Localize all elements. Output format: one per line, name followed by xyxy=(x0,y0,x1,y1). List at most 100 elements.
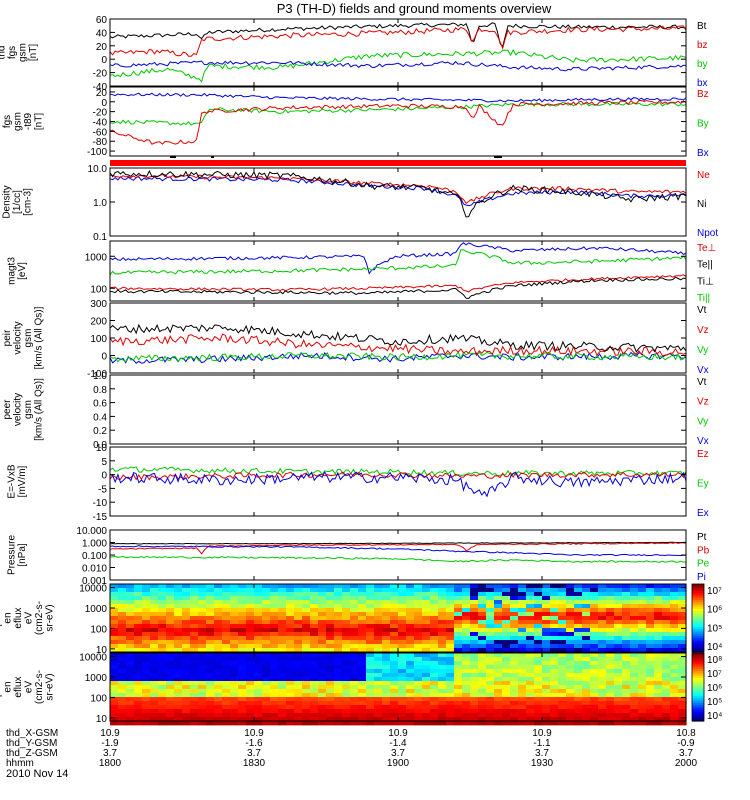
spectrogram-cell xyxy=(502,620,511,625)
spectrogram-cell xyxy=(310,677,319,682)
spectrogram-cell xyxy=(374,689,383,694)
spectrogram-cell xyxy=(638,596,647,601)
spectrogram-cell xyxy=(358,693,367,698)
spectrogram-cell xyxy=(526,616,535,621)
spectrogram-cell xyxy=(294,677,303,682)
spectrogram-cell xyxy=(558,628,567,633)
spectrogram-cell xyxy=(222,600,231,605)
spectrogram-cell xyxy=(318,717,327,722)
spectrogram-cell xyxy=(678,709,687,714)
spectrogram-cell xyxy=(278,697,287,702)
y-tick-label: 60 xyxy=(96,15,108,26)
spectrogram-cell xyxy=(142,709,151,714)
spectrogram-cell xyxy=(662,624,671,629)
spectrogram-cell xyxy=(582,701,591,706)
panel-ylabel-line: [nT] xyxy=(34,113,45,130)
spectrogram-cell xyxy=(518,608,527,613)
spectrogram-cell xyxy=(590,628,599,633)
series-line-Ti|| xyxy=(109,249,687,276)
spectrogram-cell xyxy=(406,596,415,601)
spectrogram-cell xyxy=(534,709,543,714)
spectrogram-cell xyxy=(478,689,487,694)
spectrogram-cell xyxy=(238,596,247,601)
spectrogram-cell xyxy=(566,592,575,597)
spectrogram-cell xyxy=(614,604,623,609)
spectrogram-cell xyxy=(446,608,455,613)
spectrogram-cell xyxy=(134,721,143,726)
spectrogram-cell xyxy=(174,693,183,698)
spectrogram-cell xyxy=(406,640,415,645)
spectrogram-cell xyxy=(126,717,135,722)
spectrogram-cell xyxy=(190,669,199,674)
spectrogram-cell xyxy=(110,640,119,645)
spectrogram-cell xyxy=(502,685,511,690)
spectrogram-cell xyxy=(574,612,583,617)
spectrogram-cell xyxy=(558,588,567,593)
spectrogram-cell xyxy=(486,697,495,702)
spectrogram-cell xyxy=(310,600,319,605)
spectrogram-cell xyxy=(294,657,303,662)
spectrogram-cell xyxy=(630,640,639,645)
spectrogram-cell xyxy=(606,721,615,726)
spectrogram-cell xyxy=(198,685,207,690)
spectrogram-cell xyxy=(214,701,223,706)
spectrogram-cell xyxy=(486,681,495,686)
spectrogram-cell xyxy=(470,608,479,613)
spectrogram-cell xyxy=(254,620,263,625)
spectrogram-cell xyxy=(118,608,127,613)
spectrogram-cell xyxy=(198,640,207,645)
spectrogram-cell xyxy=(566,661,575,666)
y-tick-label: 10000 xyxy=(79,653,107,664)
spectrogram-cell xyxy=(342,648,351,653)
spectrogram-cell xyxy=(118,648,127,653)
colorbar-cell xyxy=(692,618,704,621)
spectrogram-cell xyxy=(118,628,127,633)
spectrogram-cell xyxy=(158,705,167,710)
spectrogram-cell xyxy=(246,701,255,706)
spectrogram-cell xyxy=(398,644,407,649)
spectrogram-cell xyxy=(382,608,391,613)
spectrogram-cell xyxy=(374,640,383,645)
spectrogram-cell xyxy=(446,697,455,702)
spectrogram-cell xyxy=(670,653,679,658)
spectrogram-cell xyxy=(174,705,183,710)
spectrogram-cell xyxy=(470,701,479,706)
spectrogram-cell xyxy=(374,604,383,609)
spectrogram-cell xyxy=(302,628,311,633)
spectrogram-cell xyxy=(494,661,503,666)
spectrogram-cell xyxy=(118,697,127,702)
spectrogram-cell xyxy=(246,657,255,662)
y-tick-label: 10.0 xyxy=(88,164,108,175)
spectrogram-cell xyxy=(326,592,335,597)
spectrogram-cell xyxy=(326,661,335,666)
spectrogram-cell xyxy=(654,592,663,597)
spectrogram-cell xyxy=(238,665,247,670)
legend-entry: Ti⊥ xyxy=(697,276,714,287)
spectrogram-cell xyxy=(534,596,543,601)
spectrogram-cell xyxy=(294,588,303,593)
spectrogram-cell xyxy=(198,612,207,617)
spectrogram-cell xyxy=(438,628,447,633)
spectrogram-cell xyxy=(318,673,327,678)
spectrogram-cell xyxy=(574,677,583,682)
spectrogram-cell xyxy=(398,596,407,601)
spectrogram-cell xyxy=(526,689,535,694)
spectrogram-cell xyxy=(206,713,215,718)
spectrogram-cell xyxy=(246,685,255,690)
panel-ylabel-line: gsm xyxy=(13,112,24,131)
spectrogram-cell xyxy=(318,588,327,593)
spectrogram-cell xyxy=(206,717,215,722)
spectrogram-cell xyxy=(214,709,223,714)
spectrogram-cell xyxy=(326,648,335,653)
spectrogram-cell xyxy=(566,612,575,617)
spectrogram-cell xyxy=(622,721,631,726)
spectrogram-cell xyxy=(294,673,303,678)
spectrogram-cell xyxy=(510,640,519,645)
spectrogram-cell xyxy=(494,596,503,601)
spectrogram-cell xyxy=(606,620,615,625)
spectrogram-cell xyxy=(606,661,615,666)
spectrogram-cell xyxy=(534,648,543,653)
spectrogram-cell xyxy=(614,661,623,666)
spectrogram-cell xyxy=(574,608,583,613)
spectrogram-cell xyxy=(278,661,287,666)
